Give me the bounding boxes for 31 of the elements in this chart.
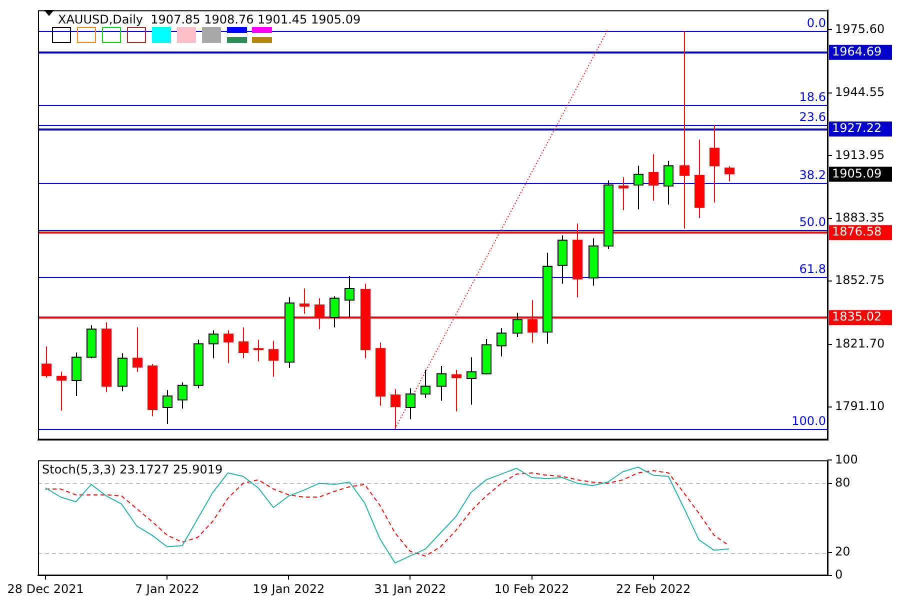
x-tick-label: 19 Jan 2022 <box>252 582 325 596</box>
chart-title: XAUUSD,Daily 1907.85 1908.76 1901.45 1905.09 <box>58 12 361 26</box>
annotation: 100.0 <box>792 414 826 428</box>
annotation: 23.6 <box>799 110 826 124</box>
x-tick-label: 22 Feb 2022 <box>616 582 691 596</box>
y-tick-label: 0 <box>835 568 843 582</box>
annotation: 38.2 <box>799 168 826 182</box>
x-tick-label: 10 Feb 2022 <box>494 582 570 596</box>
annotation: 50.0 <box>799 214 826 229</box>
y-tick-label: 100 <box>835 452 858 466</box>
y-tick-label: 1883.35 <box>835 210 885 224</box>
y-tick-label: 1913.95 <box>835 148 885 162</box>
annotation: 61.8 <box>799 262 826 276</box>
y-tick-label: 1821.70 <box>835 336 885 350</box>
y-tick-label: 1791.10 <box>835 399 885 414</box>
y-tick-label: 1852.75 <box>835 272 885 287</box>
annotation: 0.0 <box>806 16 826 30</box>
x-tick-label: 28 Dec 2021 <box>7 582 84 596</box>
ref-line-label: 1964.69 <box>832 44 882 59</box>
y-tick-label: 20 <box>835 544 850 559</box>
text: 1905.09 <box>832 166 882 180</box>
ref-line-label: 1927.22 <box>832 121 882 136</box>
ref-line-label: 1876.58 <box>832 224 882 239</box>
annotation: 18.6 <box>799 90 826 104</box>
y-tick-label: 1975.60 <box>835 22 885 36</box>
x-tick-label: 7 Jan 2022 <box>134 582 200 596</box>
y-tick-label: 80 <box>835 475 850 490</box>
y-tick-label: 1944.55 <box>835 85 885 100</box>
ref-line-label: 1835.02 <box>832 310 882 324</box>
chart-title: Stoch(5,3,3) 23.1727 25.9019 <box>42 462 223 476</box>
x-tick-label: 31 Jan 2022 <box>374 582 446 596</box>
